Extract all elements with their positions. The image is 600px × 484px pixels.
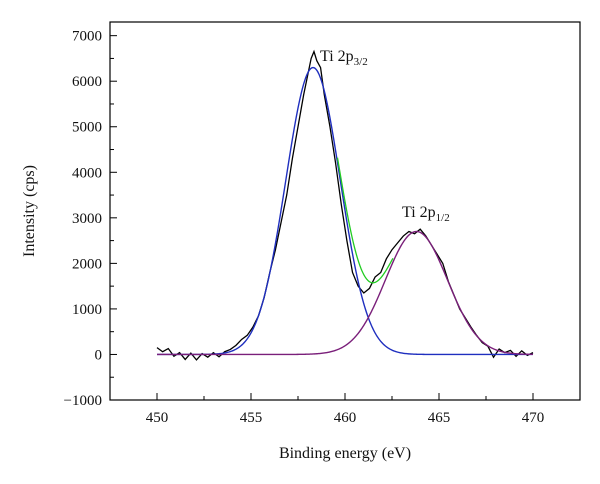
y-tick-label: 4000 bbox=[72, 165, 102, 181]
peak-label-main: Ti 2p bbox=[320, 48, 354, 65]
y-tick-label: 3000 bbox=[72, 211, 102, 227]
envelope-fit-line bbox=[336, 157, 394, 284]
peak-label-main: Ti 2p bbox=[402, 204, 436, 221]
y-tick-label: −1000 bbox=[64, 393, 102, 409]
y-tick-label: 1000 bbox=[72, 302, 102, 318]
plot-curves bbox=[156, 49, 534, 361]
x-axis-ticks: 450 455 460 465 470 bbox=[109, 393, 581, 426]
peak-label-ti-2p32: Ti 2p3/2 bbox=[320, 48, 368, 68]
y-tick-label: 6000 bbox=[72, 74, 102, 90]
y-tick-label: 0 bbox=[95, 347, 103, 363]
peak-label-sub: 3/2 bbox=[354, 56, 368, 68]
ti-2p32-fit-line bbox=[157, 66, 533, 356]
x-tick-label: 450 bbox=[146, 410, 169, 426]
y-axis-ticks: −1000 0 1000 2000 3000 4000 5000 6000 7000 bbox=[64, 29, 117, 409]
x-tick-label: 460 bbox=[334, 410, 357, 426]
x-tick-label: 465 bbox=[428, 410, 451, 426]
x-axis-title: Binding energy (eV) bbox=[279, 445, 411, 462]
y-tick-label: 7000 bbox=[72, 29, 102, 45]
y-axis-title: Intensity (cps) bbox=[21, 165, 38, 257]
y-tick-label: 5000 bbox=[72, 120, 102, 136]
x-tick-label: 455 bbox=[240, 410, 263, 426]
y-tick-label: 2000 bbox=[72, 256, 102, 272]
x-tick-label: 470 bbox=[522, 410, 545, 426]
peak-label-ti-2p12: Ti 2p1/2 bbox=[402, 204, 450, 224]
peak-label-sub: 1/2 bbox=[436, 212, 450, 224]
ti-2p12-fit-line bbox=[157, 230, 534, 356]
